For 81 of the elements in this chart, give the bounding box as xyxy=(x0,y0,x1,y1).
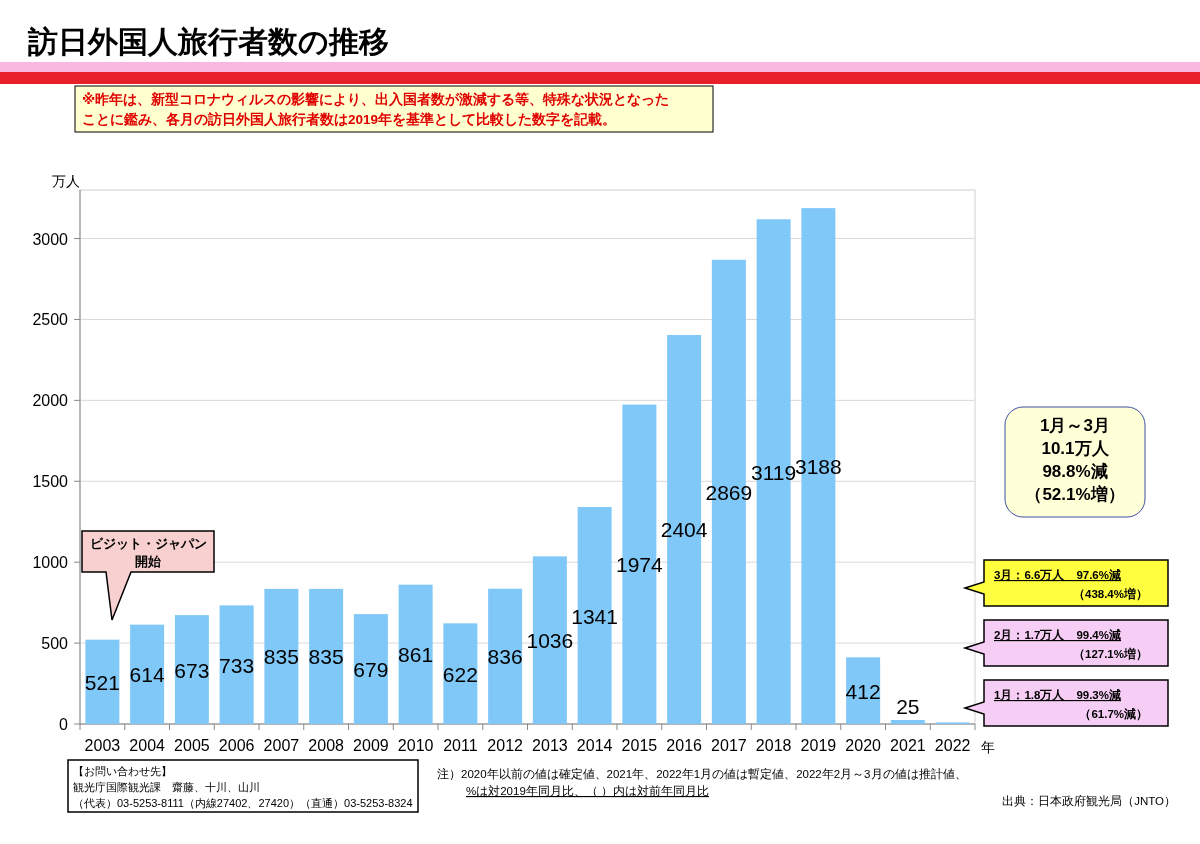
text: （438.4%増） xyxy=(1072,587,1148,601)
y-axis-title: 万人 xyxy=(52,173,80,189)
text: （127.1%増） xyxy=(1072,647,1148,661)
data-label: 835 xyxy=(263,645,299,669)
data-label: 1036 xyxy=(526,629,574,653)
data-label: 3119 xyxy=(751,460,797,484)
text: （代表）03-5253-8111（内線27402、27420）（直通）03-5253-8324 xyxy=(73,797,413,809)
y-tick-label: 1000 xyxy=(32,554,69,572)
text: 注）2020年以前の値は確定値、2021年、2022年1月の値は暫定値、2022年2月～3月の値は推計値、 xyxy=(437,767,967,781)
data-label: 1974 xyxy=(616,553,664,577)
data-label: 673 xyxy=(174,658,210,682)
text: 10.1万人 xyxy=(1041,439,1110,458)
text: 3月：6.6万人 97.6%減 xyxy=(994,568,1121,582)
bar xyxy=(398,584,433,724)
annotation: 開始 xyxy=(135,554,162,569)
bar xyxy=(219,605,254,724)
x-tick-label: 2007 xyxy=(263,737,300,754)
data-label: 836 xyxy=(487,645,523,669)
bar xyxy=(130,624,165,724)
x-tick-label: 2010 xyxy=(397,737,434,754)
text: 1月：1.8万人 99.3%減 xyxy=(994,688,1121,702)
data-label: 835 xyxy=(308,645,344,669)
x-tick-label: 2021 xyxy=(890,737,926,754)
source-note: 出典：日本政府観光局（JNTO） xyxy=(1002,794,1176,808)
x-axis-title: 年 xyxy=(981,739,995,755)
y-tick-label: 500 xyxy=(41,635,69,653)
data-label: 2869 xyxy=(705,480,753,504)
bar xyxy=(264,588,299,724)
y-tick-label: 2000 xyxy=(32,392,69,410)
text: 2月：1.7万人 99.4%減 xyxy=(994,628,1121,642)
text: 98.8%減 xyxy=(1042,462,1108,481)
x-tick-label: 2009 xyxy=(353,737,389,754)
text: （52.1%増） xyxy=(1025,484,1125,504)
x-tick-label: 2013 xyxy=(532,737,568,754)
x-tick-label: 2004 xyxy=(129,737,166,754)
x-tick-label: 2017 xyxy=(711,737,747,754)
bar xyxy=(488,588,523,724)
data-label: 2404 xyxy=(660,518,708,542)
data-label: 861 xyxy=(398,643,434,667)
annotation: ビジット・ジャパン xyxy=(89,536,207,551)
data-label: 622 xyxy=(442,662,478,686)
x-tick-label: 2016 xyxy=(666,737,703,754)
bar xyxy=(890,719,925,724)
y-tick-label: 2500 xyxy=(32,311,69,329)
x-tick-label: 2015 xyxy=(621,737,658,754)
data-label: 3188 xyxy=(795,455,842,479)
x-tick-label: 2008 xyxy=(308,737,345,754)
x-tick-label: 2020 xyxy=(845,737,882,754)
data-label: 25 xyxy=(896,694,920,718)
text: 1月～3月 xyxy=(1040,416,1110,435)
bar xyxy=(846,657,881,724)
chart-title: 訪日外国人旅行者数の推移 xyxy=(27,25,389,58)
y-tick-label: 0 xyxy=(59,716,69,733)
bar xyxy=(443,623,478,724)
x-tick-label: 2022 xyxy=(934,737,971,754)
x-tick-label: 2006 xyxy=(218,737,255,754)
data-label: 412 xyxy=(845,679,881,703)
data-label: 733 xyxy=(219,653,255,677)
x-tick-label: 2003 xyxy=(84,737,121,754)
y-tick-label: 3000 xyxy=(32,230,69,248)
y-tick-label: 1500 xyxy=(32,473,69,491)
text: ことに鑑み、各月の訪日外国人旅行者数は2019年を基準として比較した数字を記載。 xyxy=(82,111,617,127)
data-label: 1341 xyxy=(571,604,618,628)
x-tick-label: 2019 xyxy=(800,737,837,754)
text: 観光庁国際観光課 齋藤、十川、山川 xyxy=(73,781,260,793)
bar xyxy=(309,588,344,724)
x-tick-label: 2014 xyxy=(576,737,613,754)
data-label: 521 xyxy=(84,670,120,694)
x-tick-label: 2005 xyxy=(174,737,210,754)
x-tick-label: 2018 xyxy=(755,737,792,754)
x-tick-label: 2011 xyxy=(443,737,478,754)
data-label: 614 xyxy=(129,663,165,687)
bar xyxy=(85,639,120,724)
chart-subtitle: ※昨年は、新型コロナウィルスの影響により、出入国者数が激減する等、特殊な状況となった xyxy=(82,91,670,107)
data-label: 679 xyxy=(353,658,389,682)
text: （61.7%減） xyxy=(1079,707,1148,721)
text: 【お問い合わせ先】 xyxy=(73,765,172,777)
bar xyxy=(353,614,388,724)
x-tick-label: 2012 xyxy=(487,737,524,754)
bar xyxy=(174,615,209,724)
text: %は対2019年同月比、（ ）内は対前年同月比 xyxy=(466,784,710,798)
